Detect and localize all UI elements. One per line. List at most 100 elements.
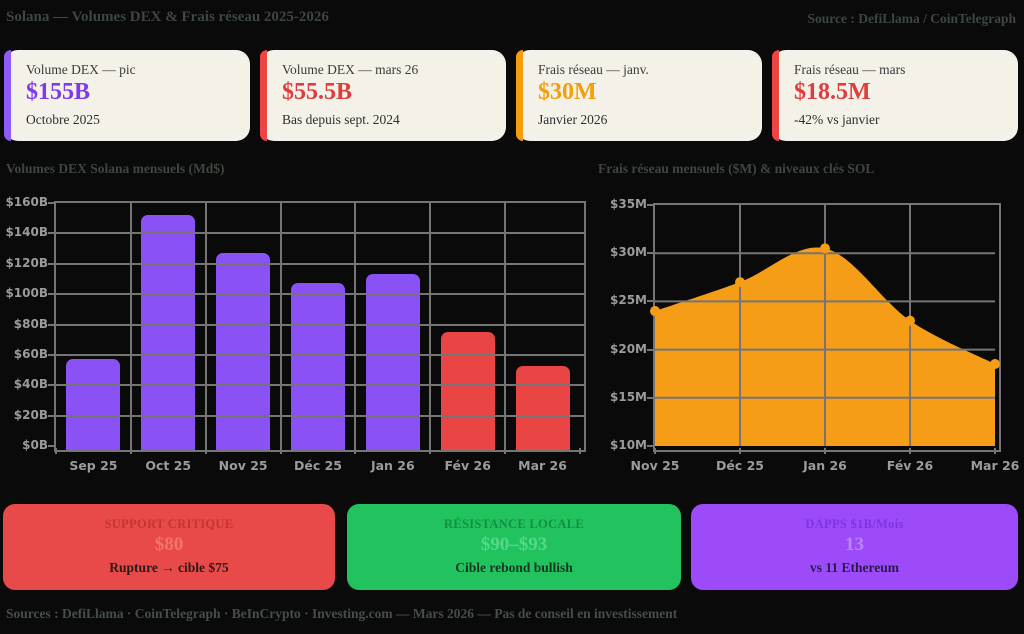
y-axis-label: $0B xyxy=(22,438,48,452)
bar-Nov 25 xyxy=(216,252,271,450)
x-axis-label: Mar 26 xyxy=(518,458,567,473)
kpi-card-subtext: Octobre 2025 xyxy=(26,112,100,127)
area-chart-plot-area xyxy=(650,203,1001,452)
y-axis-label: $15M xyxy=(610,389,647,404)
key-level-value: 13 xyxy=(845,534,864,555)
kpi-card-value: $55.5B xyxy=(282,79,353,105)
x-axis-label: Nov 25 xyxy=(630,458,680,473)
data-point-Jan 26 xyxy=(820,243,830,254)
y-axis-label: $100B xyxy=(5,286,48,301)
y-tick-mark xyxy=(48,262,54,265)
x-axis-label: Déc 25 xyxy=(293,458,342,473)
x-tick-mark xyxy=(204,448,207,454)
y-tick-mark xyxy=(647,445,653,447)
kpi-card-subtext: -42% vs janvier xyxy=(794,112,880,127)
kpi-card: Volume DEX — mars 26 $55.5B Bas depuis sep… xyxy=(260,50,506,141)
key-level-caption: Cible rebond bullish xyxy=(455,560,573,575)
h-gridline xyxy=(56,384,584,387)
y-axis-label: $40B xyxy=(13,377,48,392)
v-gridline xyxy=(354,203,357,450)
kpi-card-label: Volume DEX — mars 26 xyxy=(282,62,419,77)
key-level-title: SUPPORT CRITIQUE xyxy=(104,517,234,531)
y-axis-label: $60B xyxy=(13,346,48,361)
h-gridline xyxy=(56,323,584,326)
v-gridline xyxy=(129,203,132,450)
bar-Jan 26 xyxy=(365,273,420,450)
x-axis-label: Oct 25 xyxy=(145,458,192,473)
x-tick-mark xyxy=(354,448,357,454)
key-level-value: $90–$93 xyxy=(480,534,548,555)
key-level-caption: Rupture → cible $75 xyxy=(109,560,229,575)
bar-Fév 26 xyxy=(440,331,495,450)
key-level-box: SUPPORT CRITIQUE $80 Rupture → cible $75 xyxy=(3,504,335,590)
y-tick-mark xyxy=(48,384,54,387)
x-tick-mark xyxy=(55,448,57,454)
bar-chart-title: Volumes DEX Solana mensuels (Md$) xyxy=(6,161,225,176)
y-axis-label: $160B xyxy=(5,195,48,209)
kpi-card-accent xyxy=(4,50,11,141)
fees-area-svg xyxy=(650,205,1000,446)
y-tick-mark xyxy=(48,445,54,447)
y-axis-label: $140B xyxy=(5,225,48,240)
kpi-card-value: $18.5M xyxy=(794,79,871,105)
x-tick-mark xyxy=(909,448,911,454)
y-axis-label: $35M xyxy=(610,197,647,211)
key-level-caption: vs 11 Ethereum xyxy=(809,560,899,575)
x-axis-label: Fév 26 xyxy=(444,458,491,473)
y-axis-label: $10M xyxy=(610,438,647,452)
h-gridline xyxy=(56,353,584,356)
bar-Mar 26 xyxy=(515,365,570,450)
y-tick-mark xyxy=(48,353,54,356)
data-point-Déc 25 xyxy=(735,277,745,288)
y-tick-mark xyxy=(48,293,54,296)
data-point-Mar 26 xyxy=(990,359,1000,370)
kpi-card-accent xyxy=(516,50,523,141)
h-gridline xyxy=(56,262,584,265)
x-axis-label: Fév 26 xyxy=(886,458,934,473)
bar-Oct 25 xyxy=(141,214,196,450)
y-axis-label: $20B xyxy=(13,407,48,422)
v-gridline xyxy=(429,203,432,450)
y-axis-label: $120B xyxy=(5,255,48,270)
kpi-card-label: Frais réseau — janv. xyxy=(538,62,649,77)
h-gridline xyxy=(56,293,584,296)
key-level-title: DAPPS $1B/Mois xyxy=(805,517,904,531)
x-tick-mark xyxy=(579,448,581,454)
source-attribution: Source : DefiLlama / CoinTelegraph xyxy=(807,11,1017,26)
x-axis-label: Jan 26 xyxy=(370,458,415,473)
kpi-card-value: $30M xyxy=(538,79,597,105)
y-axis-label: $20M xyxy=(610,341,647,356)
footer-disclaimer: Sources : DefiLlama · CoinTelegraph · Be… xyxy=(6,606,678,621)
key-level-title: RÉSISTANCE LOCALE xyxy=(444,517,584,531)
x-axis-label: Jan 26 xyxy=(803,458,847,473)
kpi-card-label: Frais réseau — mars xyxy=(794,62,906,77)
kpi-card-label: Volume DEX — pic xyxy=(26,62,136,77)
h-gridline xyxy=(56,414,584,417)
y-tick-mark xyxy=(647,348,653,351)
y-tick-mark xyxy=(647,252,653,255)
y-axis-label: $25M xyxy=(610,293,647,308)
key-level-box: DAPPS $1B/Mois 13 vs 11 Ethereum xyxy=(691,504,1018,590)
y-tick-mark xyxy=(48,414,54,417)
x-tick-mark xyxy=(429,448,432,454)
kpi-card-subtext: Bas depuis sept. 2024 xyxy=(282,112,400,127)
y-tick-mark xyxy=(48,323,54,326)
x-tick-mark xyxy=(129,448,132,454)
y-axis-label: $80B xyxy=(13,316,48,331)
data-point-Nov 25 xyxy=(650,306,660,317)
kpi-card-accent xyxy=(772,50,779,141)
kpi-card-subtext: Janvier 2026 xyxy=(538,112,608,127)
bar-chart-plot-area xyxy=(54,201,586,452)
key-level-box: RÉSISTANCE LOCALE $90–$93 Cible rebond bul… xyxy=(347,504,681,590)
x-axis-label: Sep 25 xyxy=(69,458,118,473)
v-gridline xyxy=(504,203,507,450)
x-axis-label: Nov 25 xyxy=(218,458,268,473)
bar-Sep 25 xyxy=(66,358,121,450)
data-point-Fév 26 xyxy=(905,315,915,326)
y-tick-mark xyxy=(48,232,54,235)
x-tick-mark xyxy=(504,448,507,454)
kpi-card: Frais réseau — mars $18.5M -42% vs janvier xyxy=(772,50,1018,141)
x-tick-mark xyxy=(994,448,996,454)
v-gridline xyxy=(279,203,282,450)
